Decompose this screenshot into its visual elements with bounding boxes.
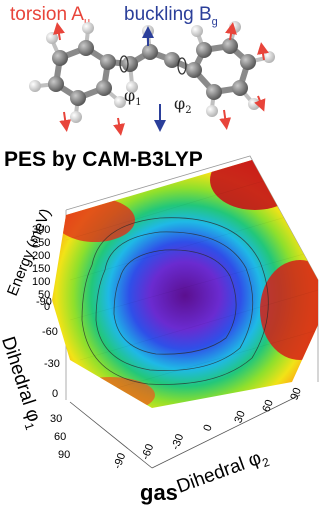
y-tick: -60	[42, 326, 58, 338]
z-tick: 200	[32, 250, 51, 262]
y-tick: 30	[50, 413, 63, 425]
rotation-icons	[119, 55, 187, 75]
energy-surface	[52, 160, 318, 408]
z-tick: 250	[32, 237, 51, 249]
phase-caption: gas	[140, 480, 178, 505]
stilbene-molecule	[29, 21, 275, 136]
y-tick: 90	[58, 449, 71, 461]
buckling-sub: g	[211, 15, 218, 28]
z-tick: 150	[32, 263, 51, 275]
torsion-legend: torsion Au	[10, 4, 90, 28]
z-tick: 300	[32, 224, 51, 236]
z-tick: 0	[44, 301, 51, 313]
carbon-atoms	[48, 38, 256, 106]
phi2-label: φ2	[174, 94, 192, 117]
torsion-sub: u	[83, 15, 91, 28]
phi1-label: φ1	[124, 86, 142, 109]
y-tick: 0	[52, 388, 59, 400]
contour-lines	[81, 217, 269, 385]
axis-lines	[69, 394, 301, 469]
mesh	[65, 169, 318, 391]
torsion-arrows	[53, 22, 269, 136]
y-tick: -30	[44, 358, 60, 370]
hydrogen-atoms	[29, 21, 275, 123]
chart-title: PES by CAM-B3LYP	[4, 148, 203, 171]
y-tick: -90	[36, 296, 52, 308]
y-tick: 60	[54, 431, 67, 443]
buckling-arrows	[142, 26, 166, 132]
z-tick: 100	[32, 276, 51, 288]
pes-surface-plot	[52, 155, 319, 469]
buckling-legend: buckling Bg	[124, 4, 218, 28]
z-tick: 50	[38, 289, 51, 301]
torsion-label: torsion A	[10, 4, 84, 25]
buckling-label: buckling B	[124, 4, 212, 25]
